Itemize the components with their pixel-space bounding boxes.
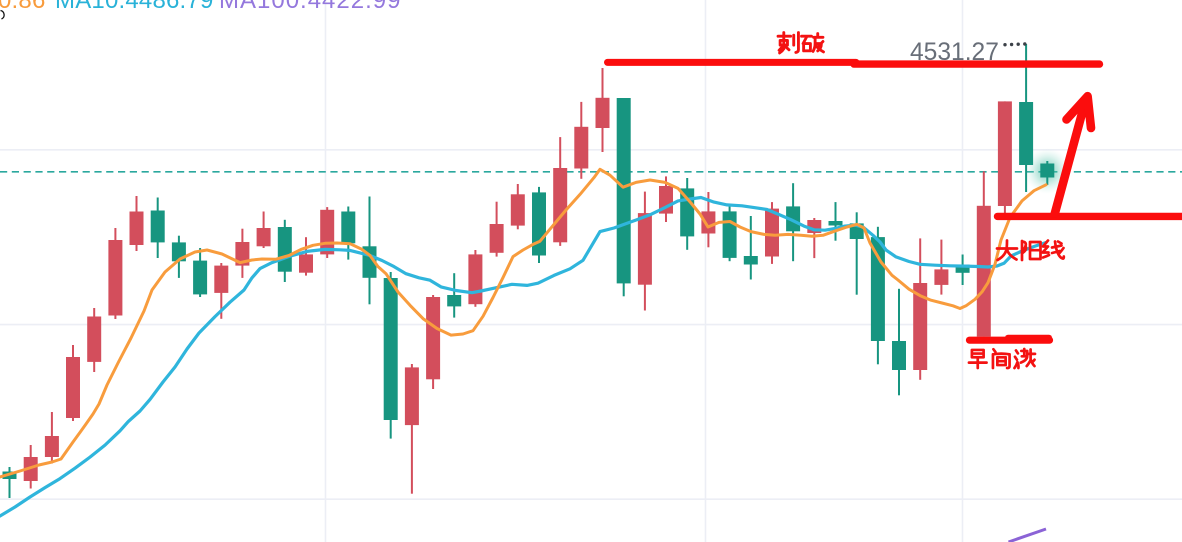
svg-text:MA10.4486.79: MA10.4486.79	[55, 0, 214, 14]
svg-text:MA100.4422.99: MA100.4422.99	[219, 0, 401, 14]
svg-text:0.86: 0.86	[0, 0, 46, 14]
